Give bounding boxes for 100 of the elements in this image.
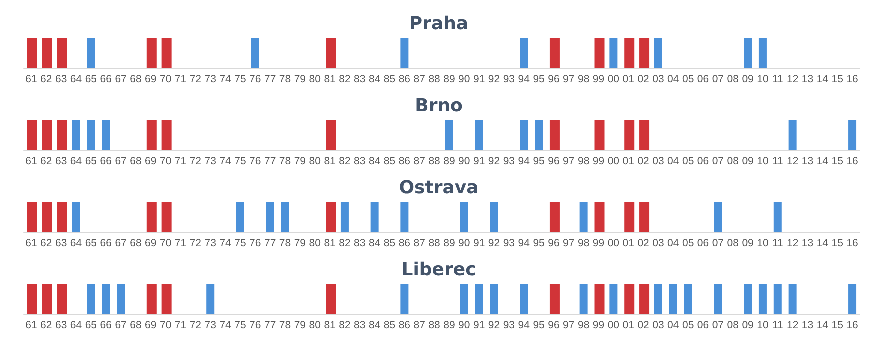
x-tick-label: 83 — [354, 238, 366, 250]
x-tick-label: 86 — [398, 74, 411, 86]
x-tick-label: 83 — [354, 156, 366, 168]
x-tick-label: 09 — [742, 156, 754, 168]
x-tick-label: 10 — [757, 156, 769, 168]
x-tick-label: 12 — [786, 320, 799, 332]
x-tick-label: 07 — [712, 156, 724, 168]
x-tick-label: 67 — [115, 156, 128, 168]
x-tick-label: 78 — [279, 74, 292, 86]
x-tick-label: 86 — [398, 156, 411, 168]
x-tick-label: 88 — [428, 320, 441, 332]
x-tick-label: 92 — [488, 238, 500, 250]
x-tick-label: 98 — [578, 238, 590, 250]
x-tick-label: 69 — [145, 156, 157, 168]
x-tick-label: 99 — [592, 74, 605, 86]
x-tick-label: 98 — [578, 156, 590, 168]
x-tick-label: 67 — [115, 74, 128, 86]
x-tick-label: 01 — [622, 74, 635, 86]
x-tick-label: 09 — [742, 320, 754, 332]
x-tick-label: 96 — [548, 74, 560, 86]
x-tick-label: 62 — [40, 74, 52, 86]
x-tick-label: 12 — [786, 156, 799, 168]
x-tick-label: 08 — [727, 320, 740, 332]
x-tick-label: 97 — [563, 156, 575, 168]
x-tick-label: 63 — [55, 156, 68, 168]
x-tick-label: 90 — [458, 74, 470, 86]
chart-title: Liberec — [402, 260, 476, 280]
x-tick-label: 64 — [70, 238, 82, 250]
x-tick-label: 66 — [100, 74, 112, 86]
x-tick-label: 85 — [384, 74, 396, 86]
x-tick-label: 99 — [592, 320, 605, 332]
x-tick-label: 69 — [145, 238, 157, 250]
x-tick-label: 68 — [130, 156, 142, 168]
x-tick-label: 67 — [115, 320, 128, 332]
x-tick-label: 97 — [563, 238, 575, 250]
x-tick-label: 77 — [264, 74, 276, 86]
x-tick-label: 89 — [444, 238, 456, 250]
x-tick-label: 70 — [160, 156, 172, 168]
x-tick-label: 93 — [503, 156, 516, 168]
x-tick-label: 85 — [384, 238, 396, 250]
x-tick-label: 16 — [846, 74, 859, 86]
x-tick-label: 70 — [160, 320, 172, 332]
x-tick-label: 70 — [160, 238, 172, 250]
x-tick-label: 07 — [712, 238, 724, 250]
x-tick-label: 77 — [264, 156, 276, 168]
x-tick-label: 14 — [816, 156, 829, 168]
x-tick-label: 99 — [592, 156, 605, 168]
x-tick-label: 90 — [458, 320, 470, 332]
x-tick-label: 94 — [518, 238, 530, 250]
x-tick-label: 65 — [85, 156, 98, 168]
x-tick-label: 13 — [802, 238, 814, 250]
x-tick-label: 03 — [652, 74, 664, 86]
x-tick-label: 76 — [250, 320, 262, 332]
x-tick-label: 01 — [622, 156, 635, 168]
x-tick-label: 76 — [250, 74, 262, 86]
x-tick-label: 96 — [548, 238, 560, 250]
x-tick-label: 96 — [548, 156, 560, 168]
x-tick-label: 66 — [100, 238, 112, 250]
x-tick-label: 14 — [816, 320, 829, 332]
x-tick-label: 88 — [428, 238, 441, 250]
x-tick-label: 79 — [294, 238, 306, 250]
x-tick-label: 74 — [220, 238, 232, 250]
x-tick-label: 77 — [264, 238, 276, 250]
x-tick-label: 62 — [40, 238, 52, 250]
x-tick-label: 80 — [309, 320, 322, 332]
x-tick-label: 10 — [757, 74, 769, 86]
x-tick-label: 94 — [518, 74, 530, 86]
x-tick-label: 16 — [846, 320, 859, 332]
x-tick-label: 84 — [368, 320, 381, 332]
x-tick-label: 63 — [55, 238, 68, 250]
x-tick-label: 72 — [190, 74, 202, 86]
x-tick-label: 93 — [503, 320, 516, 332]
x-tick-label: 12 — [786, 74, 799, 86]
x-tick-label: 11 — [772, 238, 784, 250]
x-tick-label: 61 — [26, 74, 38, 86]
x-tick-label: 79 — [294, 320, 306, 332]
x-tick-label: 76 — [250, 238, 262, 250]
x-tick-label: 79 — [294, 74, 306, 86]
x-tick-label: 92 — [488, 156, 500, 168]
x-tick-label: 87 — [414, 320, 426, 332]
x-tick-label: 15 — [832, 156, 844, 168]
x-tick-label: 06 — [697, 156, 710, 168]
x-tick-label: 62 — [40, 156, 52, 168]
x-tick-label: 77 — [264, 320, 276, 332]
x-tick-label: 63 — [55, 74, 68, 86]
x-tick-label: 74 — [220, 156, 232, 168]
x-tick-label: 13 — [802, 320, 814, 332]
x-tick-label: 91 — [473, 320, 486, 332]
x-tick-label: 98 — [578, 74, 590, 86]
x-tick-label: 65 — [85, 238, 98, 250]
x-tick-label: 06 — [697, 320, 710, 332]
x-tick-label: 09 — [742, 238, 754, 250]
x-tick-label: 88 — [428, 74, 441, 86]
x-tick-label: 81 — [324, 320, 336, 332]
x-tick-label: 93 — [503, 238, 516, 250]
x-tick-label: 08 — [727, 156, 740, 168]
x-tick-label: 71 — [174, 74, 187, 86]
x-tick-label: 64 — [70, 156, 82, 168]
x-tick-label: 61 — [26, 320, 38, 332]
x-tick-label: 85 — [384, 156, 396, 168]
